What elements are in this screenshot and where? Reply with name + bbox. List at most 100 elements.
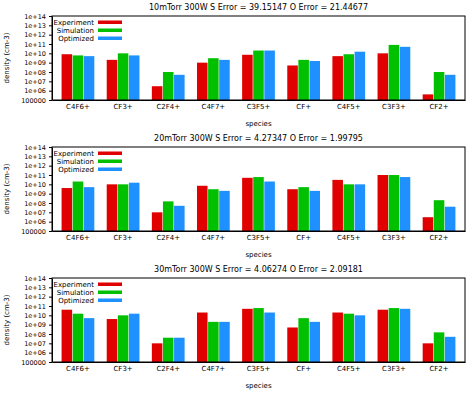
bar [174,206,185,231]
panel: 1000001e+061e+071e+081e+091e+101e+111e+1… [3,265,466,390]
bar [219,60,230,100]
bar [84,318,95,362]
y-tick: 1e+10 [24,312,52,320]
series [84,47,456,100]
bar [197,313,208,362]
bar [423,94,434,100]
x-axis: C4F6+CF3+C2F4+C4F7+C3F5+CF+C4F5+C3F3+CF2… [53,363,466,373]
legend-swatch [98,168,122,172]
chart-title: 10mTorr 300W S Error = 39.15147 O Error … [149,3,368,12]
bar [118,315,129,362]
legend-label: Experiment [54,281,95,289]
bar [152,343,163,362]
legend-label: Simulation [57,158,94,166]
bar [355,315,366,362]
series [73,308,445,362]
x-tick: C3F3+ [382,234,406,242]
y-tick-label: 1e+12 [24,31,46,39]
y-tick: 1e+12 [24,293,52,301]
bar [219,322,230,362]
y-tick-label: 1e+14 [24,144,46,152]
y-tick: 1e+07 [24,78,52,86]
x-axis: C4F6+CF3+C2F4+C4F7+C3F5+CF+C4F5+C3F3+CF2… [53,232,466,242]
x-tick-label: C4F5+ [337,234,361,242]
y-tick: 1e+06 [24,218,52,226]
bar [355,52,366,100]
legend-entry: Optimized [58,35,122,43]
x-tick: C4F7+ [202,103,226,111]
bar [62,310,73,362]
y-tick-label: 1e+06 [24,87,46,95]
y-tick-label: 100000 [21,359,46,367]
bar [389,175,400,231]
x-tick-label: C3F3+ [382,365,406,373]
bar [287,189,298,231]
y-tick: 1e+06 [24,349,52,357]
bar [332,56,343,100]
legend-label: Experiment [54,19,95,27]
x-tick-label: CF3+ [113,365,132,373]
bar [129,314,140,362]
bar [445,337,456,362]
y-tick-label: 1e+12 [24,293,46,301]
bar [129,55,140,100]
bar [152,86,163,100]
y-tick: 1e+14 [24,144,52,152]
bar [208,189,219,231]
bar [309,61,320,100]
y-tick: 100000 [21,359,52,367]
y-tick-label: 1e+10 [24,50,46,58]
x-tick-label: C4F6+ [66,234,90,242]
bar [73,314,84,362]
bar [264,51,275,100]
y-tick: 1e+11 [24,41,52,49]
legend-entry: Simulation [57,158,122,166]
y-tick: 1e+13 [24,22,52,30]
bar [62,54,73,100]
bar [332,180,343,231]
y-tick: 1e+12 [24,162,52,170]
bar [332,313,343,362]
x-tick-label: C4F7+ [202,365,226,373]
bar [174,338,185,362]
plot-frame [52,278,465,362]
bar [197,186,208,231]
x-tick-label: C4F7+ [202,234,226,242]
x-tick-label: C4F6+ [66,365,90,373]
bar [73,182,84,231]
panel: 1000001e+061e+071e+081e+091e+101e+111e+1… [3,3,466,128]
plot-frame [52,147,465,231]
y-tick: 100000 [21,97,52,105]
x-tick-label: C4F6+ [66,103,90,111]
figure: 1000001e+061e+071e+081e+091e+101e+111e+1… [0,0,475,393]
bar [62,188,73,231]
y-tick: 1e+08 [24,331,52,339]
legend-label: Optimized [58,166,94,174]
bar [344,314,355,362]
chart-title: 30mTorr 300W S Error = 4.06274 O Error =… [154,265,363,274]
bar [197,63,208,100]
legend: ExperimentSimulationOptimized [54,281,122,305]
legend-swatch [98,29,122,33]
x-tick: C4F6+ [66,103,90,111]
x-tick: C4F7+ [202,365,226,373]
legend-swatch [98,283,122,287]
bar [287,65,298,100]
x-tick-label: CF+ [296,103,311,111]
y-tick: 1e+10 [24,181,52,189]
x-tick-label: CF2+ [429,365,448,373]
series [62,53,434,100]
bar [298,60,309,100]
bar [400,309,411,362]
x-tick-label: C4F7+ [202,103,226,111]
x-tick-label: C2F4+ [156,103,180,111]
x-tick-label: C3F3+ [382,103,406,111]
plot-area: 1000001e+061e+071e+081e+091e+101e+111e+1… [21,144,465,242]
x-tick-label: CF+ [296,365,311,373]
legend-entry: Experiment [54,281,122,289]
y-tick-label: 1e+11 [24,303,46,311]
y-axis: 1000001e+061e+071e+081e+091e+101e+111e+1… [21,275,52,367]
x-tick: CF+ [296,234,311,242]
y-tick: 1e+13 [24,153,52,161]
legend-swatch [98,152,122,156]
